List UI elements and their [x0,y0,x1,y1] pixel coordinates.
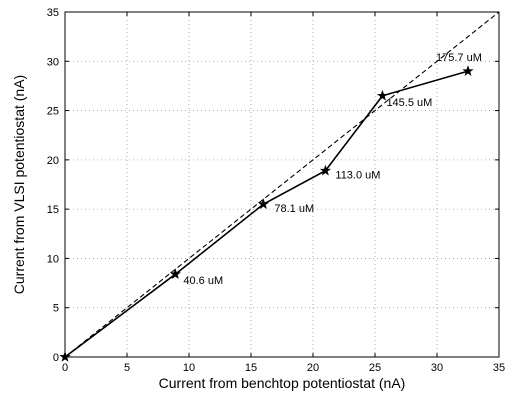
plot-frame [64,11,500,358]
y-tick-label: 5 [53,303,59,315]
x-axis-label: Current from benchtop potentiostat (nA) [159,375,406,391]
y-tick-label: 15 [47,204,59,216]
y-tick-label: 20 [47,155,59,167]
y-tick-label: 0 [53,352,59,364]
series-line [64,70,469,358]
x-tick-label: 10 [183,362,195,374]
x-tick-label: 35 [493,362,505,374]
axis-ticks: 0 5 10 15 20 25 30 35 0 5 10 15 20 25 30 35 [47,7,505,374]
data-point-star [319,164,332,176]
x-tick-label: 0 [62,362,68,374]
data-label: 113.0 uM [335,170,380,182]
x-tick-label: 5 [124,362,130,374]
data-point-star [376,89,389,101]
x-tick-label: 30 [431,362,443,374]
grid-lines [65,12,499,357]
y-tick-label: 10 [47,253,59,265]
series-layer [59,11,500,362]
y-tick-label: 25 [47,106,59,118]
y-tick-label: 35 [47,7,59,19]
reference-line [64,11,500,358]
data-label: 175.7 uM [436,52,482,64]
data-label: 145.5 uM [386,97,432,109]
x-tick-label: 20 [307,362,319,374]
data-label: 78.1 uM [274,203,314,215]
y-tick-label: 30 [47,56,59,68]
x-tick-label: 15 [245,362,257,374]
y-axis-label: Current from VLSI potentiostat (nA) [11,75,27,294]
data-label: 40.6 uM [183,275,223,287]
annotations: 40.6 uM 78.1 uM 113.0 uM 145.5 uM 175.7 uM [183,52,482,287]
x-tick-label: 25 [369,362,381,374]
data-point-star [462,65,474,76]
